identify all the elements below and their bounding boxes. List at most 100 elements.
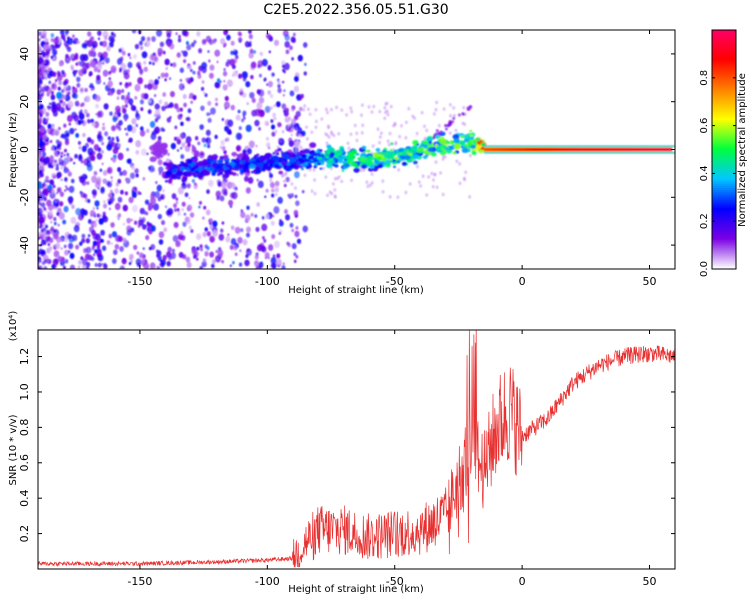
heat-cell — [60, 134, 64, 139]
heat-cell — [208, 179, 214, 187]
heat-cell — [308, 146, 312, 151]
heat-cell — [165, 158, 170, 164]
heat-cell — [72, 234, 78, 242]
colorbar-step — [712, 215, 736, 218]
heat-line-cell — [659, 147, 663, 152]
heat-cell — [154, 103, 160, 110]
heat-cell — [65, 53, 69, 59]
heat-cell — [45, 258, 50, 264]
heat-cell — [245, 187, 251, 194]
heat-cell — [415, 164, 419, 169]
heat-cell — [237, 31, 242, 37]
heat-line-cell — [649, 147, 653, 152]
heat-cell — [219, 171, 223, 175]
heat-cell — [428, 140, 432, 144]
heat-cell — [190, 229, 194, 233]
heat-cell — [469, 129, 473, 133]
heat-cell — [55, 102, 62, 110]
colorbar-step — [712, 259, 736, 262]
heat-cell — [53, 57, 56, 60]
heat-cell — [119, 171, 123, 176]
heat-cell — [164, 179, 169, 183]
heat-cell — [96, 245, 101, 250]
heat-cell — [66, 114, 73, 123]
heat-cell — [64, 258, 69, 264]
heat-cell — [204, 93, 208, 98]
heat-cell — [110, 65, 117, 74]
heat-cell — [215, 164, 222, 170]
heat-cell — [101, 141, 105, 146]
heat-cell — [160, 149, 165, 153]
heat-cell — [274, 129, 278, 134]
heat-cell — [176, 107, 181, 113]
heat-cell — [139, 126, 144, 131]
heat-cell — [282, 93, 285, 97]
heat-cell — [107, 92, 110, 96]
heat-cell — [214, 255, 221, 263]
heat-cell — [236, 173, 239, 177]
heat-cell — [332, 133, 336, 138]
heat-cell — [43, 117, 46, 120]
heat-cell — [288, 193, 292, 197]
heat-cell — [221, 118, 225, 122]
heat-cell — [449, 146, 454, 150]
heat-cell — [61, 101, 67, 107]
heat-cell — [102, 122, 105, 126]
heat-cell — [116, 57, 123, 66]
colorbar-step — [712, 137, 736, 141]
heat-cell — [220, 181, 227, 189]
heat-cell — [179, 78, 183, 82]
heat-cell — [97, 254, 101, 258]
heat-cell — [62, 94, 66, 100]
heat-cell — [312, 168, 316, 172]
heat-cell — [256, 101, 263, 110]
heat-cell — [207, 100, 212, 106]
heat-cell — [165, 209, 171, 216]
heat-cell — [107, 168, 112, 173]
heat-cell — [202, 258, 207, 263]
heat-cell — [158, 231, 165, 239]
heat-cell — [226, 34, 231, 41]
heat-cell — [115, 136, 119, 140]
heat-cell — [309, 142, 317, 148]
heat-cell — [60, 178, 63, 182]
heat-cell — [144, 84, 148, 89]
heat-cell — [82, 123, 85, 127]
heat-cell — [67, 100, 74, 109]
heat-cell — [299, 145, 303, 150]
heat-cell — [259, 109, 265, 117]
heat-cell — [110, 176, 113, 180]
heat-line-cell — [560, 147, 564, 152]
heat-cell — [43, 207, 47, 212]
heat-cell — [162, 254, 167, 261]
heat-cell — [361, 164, 368, 169]
heat-cell — [65, 96, 69, 100]
heat-cell — [115, 122, 121, 129]
heat-cell — [425, 193, 429, 197]
heat-cell — [250, 170, 254, 174]
heat-cell — [284, 209, 288, 215]
heat-cell — [157, 159, 163, 166]
heat-cell — [201, 38, 207, 45]
heat-cell — [291, 243, 297, 250]
heat-cell — [223, 154, 229, 159]
heat-cell — [221, 221, 225, 225]
heat-cell — [94, 200, 100, 207]
heat-cell — [63, 237, 69, 243]
colorbar-step — [712, 37, 736, 41]
colorbar-step — [712, 189, 736, 192]
heat-cell — [233, 165, 240, 170]
heat-cell — [190, 100, 193, 104]
heat-cell — [38, 216, 44, 224]
heat-cell — [422, 155, 428, 160]
heat-cell — [205, 209, 211, 216]
heat-cell — [176, 170, 183, 177]
heat-cell — [53, 37, 60, 45]
heat-cell — [242, 110, 247, 116]
heat-cell — [404, 190, 408, 195]
colorbar-step — [712, 207, 736, 210]
heat-cell — [117, 213, 122, 218]
heat-cell — [230, 225, 235, 230]
heat-cell — [156, 254, 159, 258]
heat-cell — [212, 220, 218, 228]
